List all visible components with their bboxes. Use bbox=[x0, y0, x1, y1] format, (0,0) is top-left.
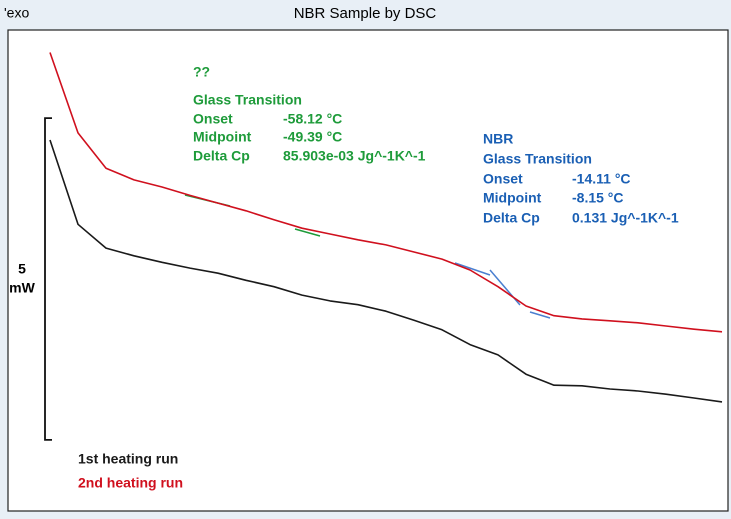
annotation-label: Delta Cp bbox=[193, 148, 250, 164]
plot-frame bbox=[7, 29, 729, 512]
annotation-label: Onset bbox=[483, 171, 523, 187]
annotation-line: Glass Transition bbox=[483, 151, 592, 167]
tangent bbox=[529, 311, 551, 319]
tangent bbox=[294, 228, 321, 237]
scale-unit: mW bbox=[9, 280, 35, 296]
annotation-value: -8.15 °C bbox=[572, 190, 624, 206]
chart-title: NBR Sample by DSC bbox=[294, 5, 437, 22]
data-line bbox=[49, 139, 723, 403]
annotation-value: 85.903e-03 Jg^-1K^-1 bbox=[283, 148, 426, 164]
corner-label: 'exo bbox=[4, 5, 29, 21]
tangent bbox=[454, 262, 491, 276]
legend-entry: 1st heating run bbox=[78, 451, 178, 467]
annotation-line: ?? bbox=[193, 64, 210, 80]
annotation-line: Glass Transition bbox=[193, 92, 302, 108]
annotation-label: Midpoint bbox=[483, 190, 542, 206]
annotation-label: Onset bbox=[193, 111, 233, 127]
annotation-value: -14.11 °C bbox=[572, 171, 631, 187]
scale-bar bbox=[44, 117, 52, 441]
annotation-value: -49.39 °C bbox=[283, 129, 342, 145]
annotation-line: NBR bbox=[483, 131, 513, 147]
scale-value: 5 bbox=[18, 261, 26, 277]
legend-entry: 2nd heating run bbox=[78, 475, 183, 491]
data-line bbox=[49, 52, 723, 333]
annotation-label: Midpoint bbox=[193, 129, 252, 145]
annotation-label: Delta Cp bbox=[483, 210, 540, 226]
annotation-value: 0.131 Jg^-1K^-1 bbox=[572, 210, 679, 226]
annotation-value: -58.12 °C bbox=[283, 111, 342, 127]
